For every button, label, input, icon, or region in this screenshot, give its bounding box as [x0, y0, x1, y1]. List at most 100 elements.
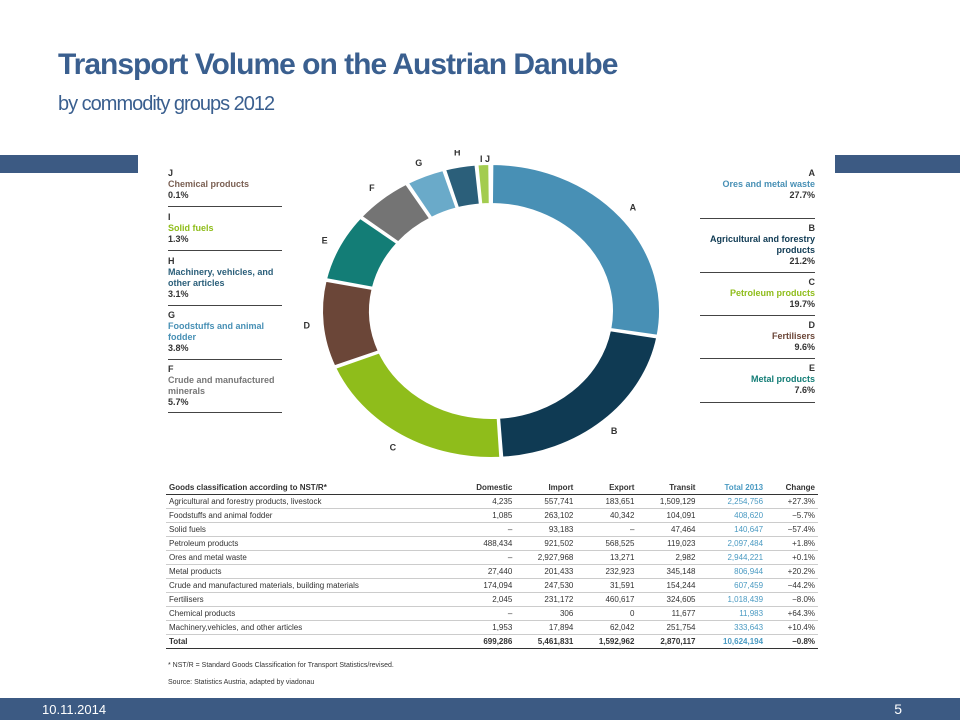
table-cell: 345,148: [637, 564, 699, 579]
table-cell: –: [453, 606, 516, 621]
table-row: Ores and metal waste –2,927,968 13,271 2,98…: [166, 550, 818, 565]
table-header: Export: [576, 481, 638, 495]
table-cell: 5,461,831: [515, 634, 577, 649]
table-cell: 408,620: [698, 508, 767, 523]
table-header: Domestic: [453, 481, 516, 495]
table-header: Import: [515, 481, 577, 495]
legend-name: Solid fuels: [168, 223, 214, 233]
legend-letter: H: [168, 256, 175, 266]
table-cell: Crude and manufactured materials, buildi…: [166, 578, 454, 593]
legend-pct: 7.6%: [794, 385, 815, 395]
donut-label: G: [415, 158, 422, 168]
table-total-row: Total 699,286 5,461,831 1,592,962 2,870,117 1…: [166, 634, 818, 649]
table-cell: +20.2%: [766, 564, 818, 579]
table-cell: −0.8%: [766, 634, 818, 649]
table-cell: 488,434: [453, 536, 516, 551]
donut-slice-j: [489, 162, 493, 206]
donut-slice-d: [321, 279, 381, 368]
table-cell: 154,244: [637, 578, 699, 593]
table-row: Machinery,vehicles, and other articles 1,…: [166, 620, 818, 635]
table-cell: 557,741: [515, 494, 577, 509]
table-cell: +64.3%: [766, 606, 818, 621]
legend-pct: 3.8%: [168, 343, 189, 353]
table-cell: Petroleum products: [166, 536, 454, 551]
legend-divider: [168, 412, 282, 413]
legend-pct: 3.1%: [168, 289, 189, 299]
legend-name: Fertilisers: [771, 331, 815, 341]
legend-divider: [168, 359, 282, 360]
table-cell: 1,953: [453, 620, 516, 635]
table-cell: 27,440: [453, 564, 516, 579]
donut-slice-g: [406, 168, 459, 220]
legend-name: Foodstuffs and animal fodder: [168, 321, 265, 342]
table-cell: 1,018,439: [698, 592, 767, 607]
legend-letter: J: [168, 168, 174, 178]
table-header: Total 2013: [698, 481, 767, 495]
table-cell: 2,870,117: [637, 634, 699, 649]
donut-label: A: [630, 203, 637, 213]
donut-label: H: [454, 150, 461, 158]
legend-letter: E: [808, 363, 815, 373]
legend-pct: 0.1%: [168, 190, 189, 200]
legend-letter: G: [168, 310, 176, 320]
table-cell: 333,643: [698, 620, 767, 635]
table-cell: 251,754: [637, 620, 699, 635]
page-number: 5: [894, 701, 902, 717]
table-cell: 306: [515, 606, 577, 621]
table-cell: 2,097,484: [698, 536, 767, 551]
table-cell: +1.8%: [766, 536, 818, 551]
legend-letter: F: [168, 364, 174, 374]
legend-item-d: D Fertilisers 9.6%: [700, 320, 815, 353]
table-cell: 31,591: [576, 578, 638, 593]
table-cell: Ores and metal waste: [166, 550, 454, 565]
table-header: Goods classification according to NST/R*: [166, 481, 454, 495]
donut-slice-f: [359, 182, 432, 244]
table-cell: 140,647: [698, 522, 767, 537]
table-cell: –: [576, 522, 638, 537]
table-cell: 1,592,962: [576, 634, 638, 649]
table-cell: Foodstuffs and animal fodder: [166, 508, 454, 523]
table-cell: 174,094: [453, 578, 516, 593]
table-cell: 232,923: [576, 564, 638, 579]
legend-divider: [700, 315, 815, 316]
table-header: Transit: [637, 481, 699, 495]
table-cell: Solid fuels: [166, 522, 454, 537]
legend-pct: 5.7%: [168, 397, 189, 407]
legend-item-i: I Solid fuels 1.3%: [168, 212, 283, 245]
table-header-row: Goods classification according to NST/R*…: [166, 481, 818, 495]
donut-slice-a: [490, 162, 661, 337]
table-cell: 324,605: [637, 592, 699, 607]
table-cell: 10,624,194: [698, 634, 767, 649]
donut-label: F: [369, 183, 375, 193]
legend-pct: 1.3%: [168, 234, 189, 244]
legend-pct: 19.7%: [789, 299, 815, 309]
table-cell: 1,085: [453, 508, 516, 523]
table-cell: 921,502: [515, 536, 577, 551]
legend-name: Ores and metal waste: [722, 179, 815, 189]
table-cell: 568,525: [576, 536, 638, 551]
table-row: Fertilisers 2,045 231,172 460,617 324,605 1,0…: [166, 592, 818, 607]
legend-letter: B: [808, 223, 816, 233]
legend-letter: A: [808, 168, 816, 178]
legend-item-a: A Ores and metal waste 27.7%: [700, 168, 815, 201]
table-cell: –: [453, 522, 516, 537]
table-cell: 62,042: [576, 620, 638, 635]
table-cell: 104,091: [637, 508, 699, 523]
legend-name: Metal products: [750, 374, 815, 384]
table-cell: 699,286: [453, 634, 516, 649]
table-cell: Chemical products: [166, 606, 454, 621]
legend-letter: I: [168, 212, 171, 222]
table-cell: 1,509,129: [637, 494, 699, 509]
legend-item-e: E Metal products 7.6%: [700, 363, 815, 396]
legend-letter: C: [808, 277, 816, 287]
donut-label: B: [611, 426, 618, 436]
table-cell: 4,235: [453, 494, 516, 509]
table-cell: Agricultural and forestry products, live…: [166, 494, 454, 509]
legend-item-g: G Foodstuffs and animal fodder 3.8%: [168, 310, 283, 354]
legend-pct: 27.7%: [789, 190, 815, 200]
table-cell: –: [453, 550, 516, 565]
table-cell: 183,651: [576, 494, 638, 509]
table-row: Agricultural and forestry products, live…: [166, 494, 818, 509]
slide-title: Transport Volume on the Austrian Danube: [58, 48, 618, 81]
legend-name: Petroleum products: [729, 288, 815, 298]
